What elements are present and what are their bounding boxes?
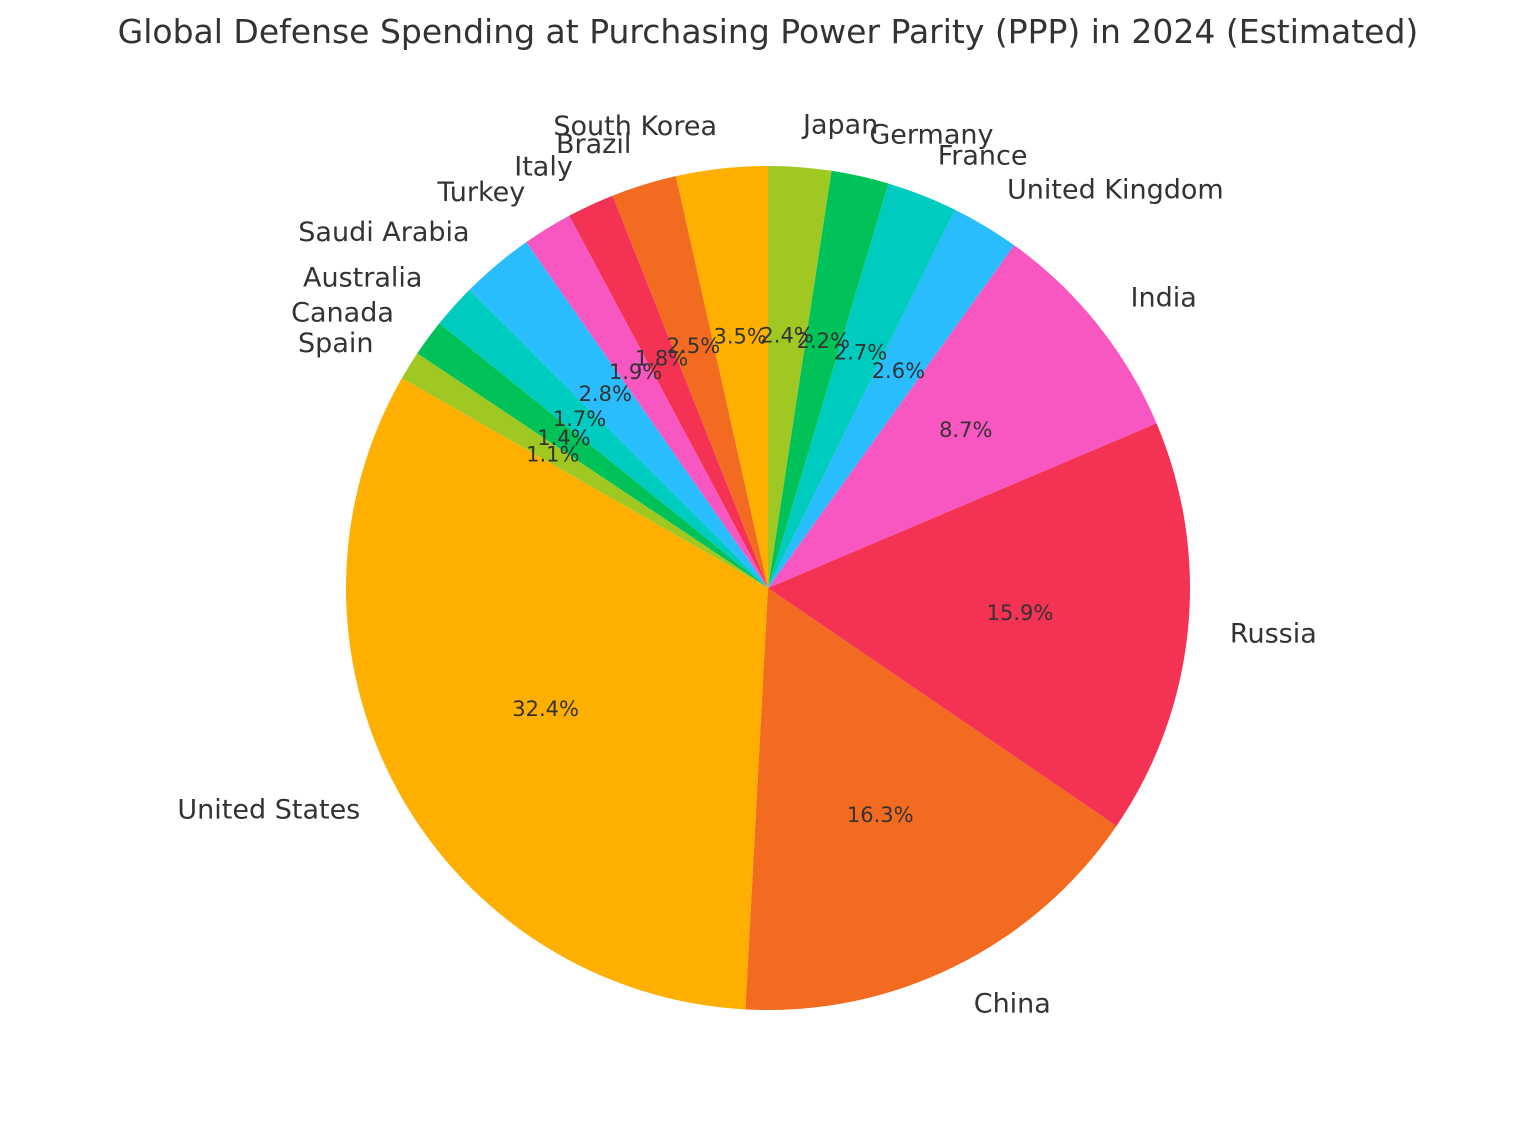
label-japan: Japan [801,110,878,141]
pct-label-france: 2.7% [834,340,887,364]
label-turkey: Turkey [436,177,525,208]
pct-label-japan: 2.4% [760,324,813,348]
label-italy: Italy [514,151,573,182]
slice-turkey [526,215,768,588]
label-germany: Germany [869,120,993,151]
slice-south-korea [675,166,768,588]
slice-russia [768,423,1190,826]
pct-label-italy: 1.8% [635,346,688,370]
slice-spain [401,353,768,588]
label-canada: Canada [291,298,394,329]
slice-france [768,183,956,588]
label-russia: Russia [1230,618,1317,649]
pct-label-turkey: 1.9% [609,360,662,384]
label-saudi-arabia: Saudi Arabia [298,217,469,248]
label-spain: Spain [298,328,373,359]
slice-germany [768,170,889,589]
label-brazil: Brazil [556,129,631,160]
slice-saudi-arabia [469,242,768,588]
label-china: China [974,989,1051,1020]
pie-labels: South Korea 3.5% Brazil 2.5% Italy 1.8% Turkey… [177,110,1316,1020]
pct-label-brazil: 2.5% [667,334,720,358]
slice-japan [768,166,832,588]
label-france: France [938,140,1028,171]
slice-italy [569,195,768,588]
slice-brazil [612,176,768,588]
pct-label-saudi-arabia: 2.8% [579,382,632,406]
label-australia: Australia [303,263,422,294]
pct-label-australia: 1.7% [553,407,606,431]
slice-united-kingdom [768,209,1015,588]
slice-canada [417,323,768,588]
pct-label-germany: 2.2% [797,329,850,353]
pct-label-russia: 15.9% [987,601,1054,625]
label-united-kingdom: United Kingdom [1007,175,1224,206]
slice-australia [439,289,768,588]
pct-label-south-korea: 3.5% [714,324,767,348]
slice-india [768,245,1157,589]
pct-label-united-states: 32.4% [512,697,579,721]
pct-label-canada: 1.4% [537,426,590,450]
slice-china [745,588,1117,1010]
pct-label-china: 16.3% [847,803,914,827]
label-india: India [1131,283,1197,314]
pct-label-united-kingdom: 2.6% [872,359,925,383]
slice-united-states [346,378,768,1010]
pct-label-spain: 1.1% [526,443,579,467]
label-south-korea: South Korea [553,111,717,142]
label-united-states: United States [177,794,360,825]
pie-slices [346,166,1190,1010]
chart-title: Global Defense Spending at Purchasing Po… [117,12,1419,51]
pct-label-india: 8.7% [939,418,992,442]
